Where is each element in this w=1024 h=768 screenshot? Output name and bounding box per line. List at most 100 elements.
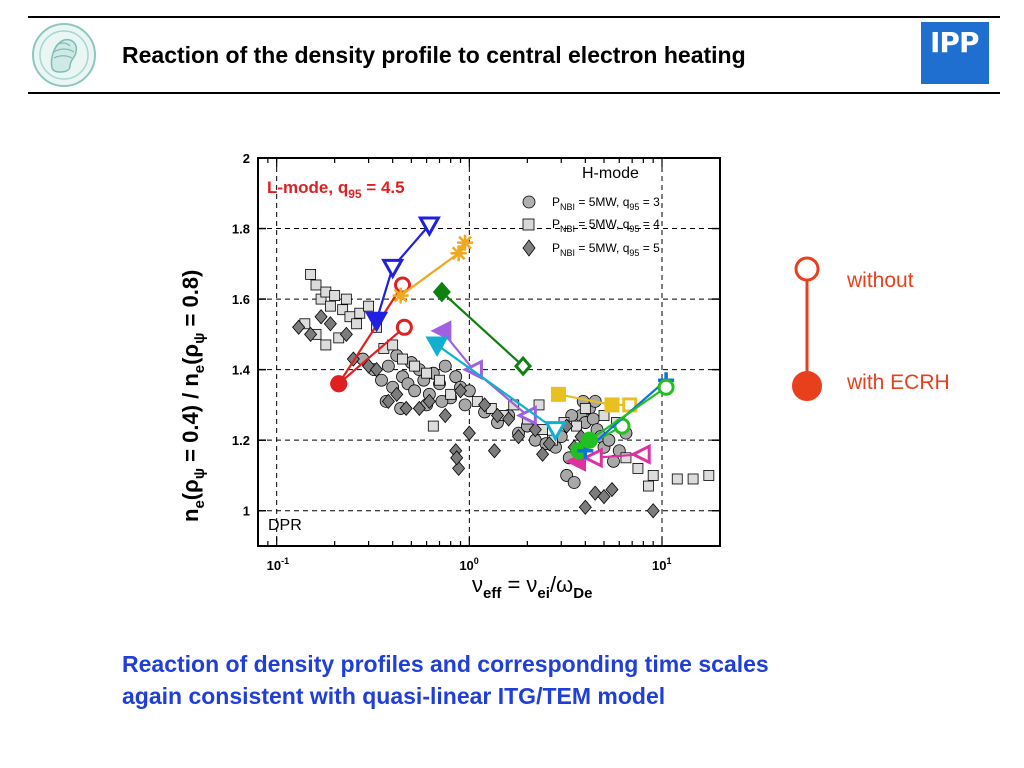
- hmode-diamond-point: [450, 450, 464, 466]
- hmode-diamond-point: [452, 460, 466, 477]
- y-tick-label: 1.6: [232, 292, 250, 307]
- hmode-square-point: [354, 307, 366, 319]
- hmode-diamond-point: [605, 481, 619, 498]
- header-bottom-rule: [28, 92, 1000, 94]
- series-point-mid: [450, 245, 467, 262]
- series-point-mid: [581, 447, 603, 469]
- ylabel-p3-sub: e: [191, 365, 208, 373]
- without-marker: [794, 256, 820, 282]
- series-point-without: [457, 234, 474, 251]
- hmode-square-point: [421, 367, 432, 379]
- hmode-square-point: [632, 462, 644, 474]
- hmode-legend-label-1: PNBI = 5MW, q95 = 3: [552, 195, 660, 212]
- legend3-p-sub: NBI: [560, 248, 575, 258]
- hmode-diamond-point: [304, 326, 318, 342]
- with-ecrh-marker: [792, 371, 822, 401]
- hmode-diamond-point: [422, 393, 436, 409]
- ecrh-legend: without with ECRH: [792, 256, 950, 401]
- series-point-without: [629, 443, 651, 465]
- series-point-with-ecrh: [392, 287, 409, 304]
- legend-diamond-marker: [522, 239, 536, 257]
- hmode-square-point: [351, 318, 363, 330]
- hmode-legend-label-3: PNBI = 5MW, q95 = 5: [552, 241, 660, 258]
- conclusion-line-1: Reaction of density profiles and corresp…: [122, 651, 769, 677]
- series-point-with-ecrh: [580, 431, 598, 449]
- series-point-with-ecrh: [432, 281, 451, 303]
- legend3-q-sub: 95: [629, 248, 639, 258]
- series-line: [588, 386, 667, 442]
- hmode-diamond-point: [438, 407, 452, 424]
- legend1-end: = 3: [639, 195, 660, 209]
- series-point-with-ecrh: [430, 320, 452, 342]
- hmode-diamond-point: [528, 421, 542, 438]
- hmode-diamond-point: [323, 316, 337, 332]
- xlabel-p1: ν: [472, 572, 483, 597]
- dpr-annotation: DPR: [268, 517, 302, 534]
- legend2-mid: = 5MW, q: [575, 217, 629, 231]
- ylabel-p2-sub: ψ: [191, 468, 208, 479]
- hmode-annotation: H-mode: [582, 165, 639, 182]
- hmode-circle-point: [458, 398, 472, 412]
- y-tick-label: 1.2: [232, 433, 250, 448]
- ylabel-p1: n: [178, 509, 203, 522]
- hmode-square-point: [337, 304, 349, 316]
- series-line: [337, 284, 404, 385]
- legend-square-marker: [522, 218, 535, 231]
- hmode-circle-point: [408, 384, 422, 398]
- x-tick-label: 100: [459, 556, 478, 573]
- hmode-diamond-point: [412, 400, 426, 417]
- legend1-q-sub: 95: [629, 202, 639, 212]
- legend2-end: = 4: [639, 217, 660, 231]
- y-tick-label: 1.8: [232, 222, 250, 237]
- slide-title: Reaction of the density profile to centr…: [122, 42, 746, 68]
- hmode-square-point: [445, 388, 457, 400]
- hmode-circle-point: [567, 476, 581, 489]
- legend2-p: P: [552, 217, 560, 231]
- hmode-diamond-point: [487, 443, 501, 459]
- xlabel-p1-sub: eff: [483, 585, 502, 602]
- hmode-diamond-point: [597, 489, 611, 505]
- legend1-mid: = 5MW, q: [575, 195, 629, 209]
- hmode-square-point: [643, 480, 654, 492]
- legend3-p: P: [552, 241, 560, 255]
- series-point-mid: [381, 258, 405, 280]
- hmode-diamond-point: [462, 425, 476, 441]
- hmode-circle-point: [381, 359, 395, 373]
- ipp-logo-text: IPP: [930, 26, 979, 59]
- series-point-without: [395, 318, 413, 336]
- legend-circle-marker: [522, 195, 536, 209]
- ylabel-p2: (ρ: [178, 479, 203, 500]
- series-line: [436, 344, 557, 431]
- ylabel-p4: (ρ: [178, 344, 203, 365]
- series-point-with-ecrh: [425, 336, 449, 358]
- xlabel-p3: /ω: [550, 572, 573, 597]
- hmode-legend-label-2: PNBI = 5MW, q95 = 4: [552, 217, 660, 234]
- max-planck-logo-icon: [32, 23, 96, 87]
- series-point-mid: [604, 397, 620, 413]
- y-tick-label: 1.4: [232, 363, 251, 378]
- axis-ticks: 1 1.2 1.4 1.6 1.8 2 10-1 100 101: [232, 151, 721, 573]
- ylabel-p4-sub: ψ: [191, 333, 208, 344]
- legend1-p: P: [552, 195, 560, 209]
- conclusion-text: Reaction of density profiles and corresp…: [122, 648, 982, 712]
- xlabel-p2-sub: ei: [537, 585, 550, 602]
- series-line: [338, 326, 406, 385]
- series-point-without: [657, 378, 675, 396]
- legend1-p-sub: NBI: [560, 202, 575, 212]
- hmode-square-point: [687, 473, 699, 485]
- hmode-square-point: [647, 470, 659, 481]
- y-axis-label: ne(ρψ = 0.4) / ne(ρψ = 0.8): [178, 270, 208, 522]
- ylabel-p3: = 0.4) / n: [178, 373, 203, 468]
- hmode-square-point: [324, 300, 336, 312]
- xlabel-p2: = ν: [501, 572, 537, 597]
- series-point-with-ecrh: [330, 375, 348, 393]
- legend3-mid: = 5MW, q: [575, 241, 629, 255]
- xlabel-p3-sub: De: [573, 585, 592, 602]
- hmode-square-point: [533, 399, 545, 411]
- hmode-diamond-point: [453, 383, 468, 399]
- series-point-without: [514, 355, 533, 377]
- hmode-diamond-point: [314, 309, 328, 325]
- plot-frame: [257, 157, 721, 547]
- hmode-diamond-point: [511, 429, 526, 445]
